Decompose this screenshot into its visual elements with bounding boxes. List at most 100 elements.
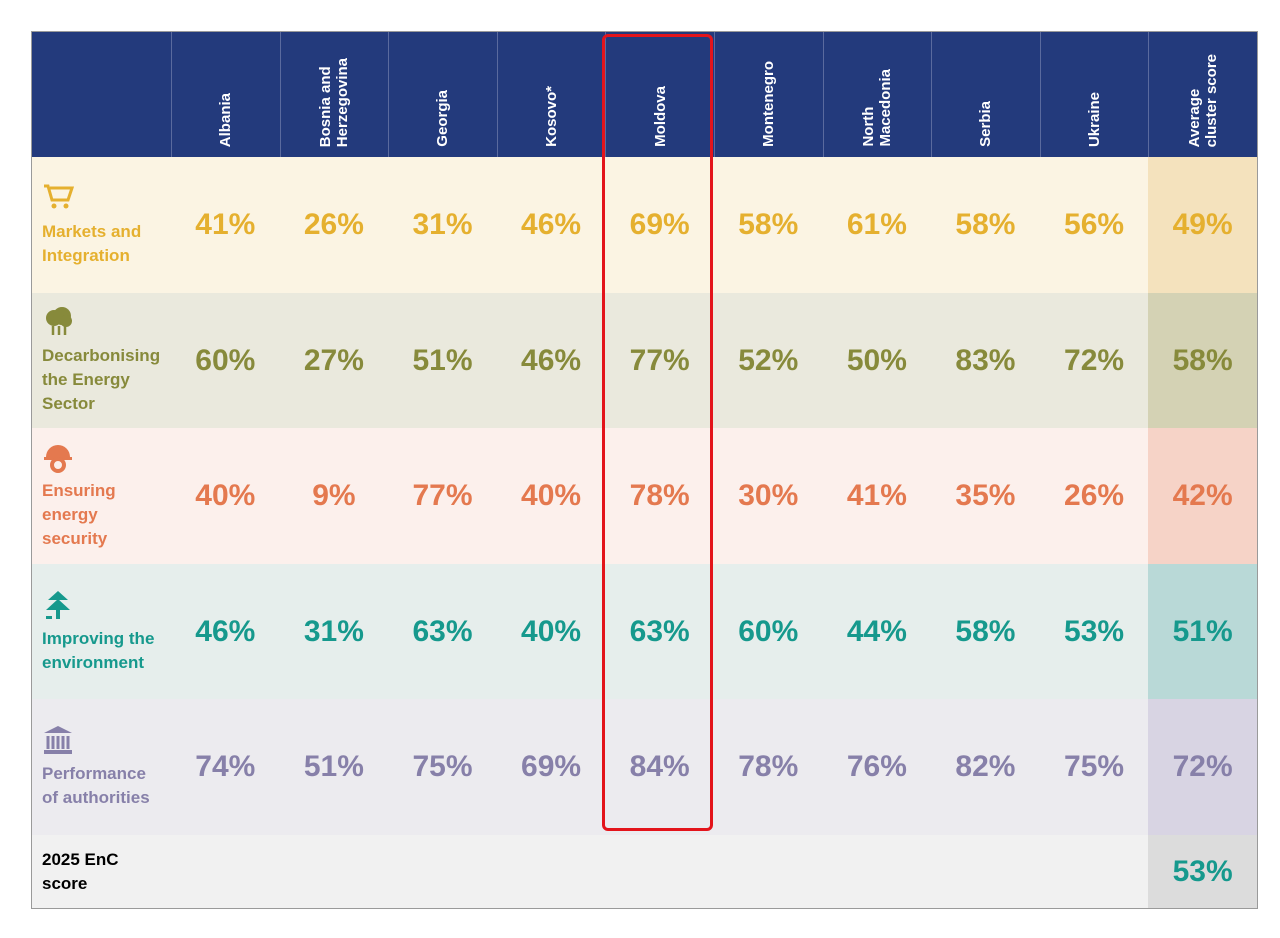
- score-table: Albania Bosnia and Herzegovina Georgia Kosov…: [31, 31, 1258, 909]
- score-cell: 44%: [822, 564, 932, 699]
- score-cell: 58%: [713, 157, 823, 293]
- label-text: 2025 EnC score: [42, 848, 171, 896]
- row-icon: [44, 184, 74, 209]
- score-cell: 50%: [822, 293, 932, 428]
- empty-cell: [713, 835, 823, 908]
- score-cell: 40%: [496, 564, 606, 699]
- label-text: Decarbonising the Energy Sector: [42, 344, 171, 416]
- score-cell: 58%: [1148, 293, 1257, 428]
- total-label: 2025 EnC score: [32, 835, 171, 908]
- empty-cell: [171, 835, 280, 908]
- header-line: Average: [1186, 88, 1204, 147]
- label-line: score: [42, 873, 88, 893]
- column-header: Ukraine: [1039, 32, 1149, 157]
- score-cell: 46%: [496, 157, 606, 293]
- score-cell: 27%: [279, 293, 389, 428]
- header-line: Georgia: [434, 90, 452, 147]
- score-cell: 35%: [931, 428, 1040, 564]
- score-cell: 60%: [713, 564, 823, 699]
- column-header: Albania: [171, 32, 280, 157]
- label-line: Markets and: [42, 222, 142, 241]
- score-cell: 51%: [1148, 564, 1257, 699]
- score-cell: 40%: [171, 428, 280, 564]
- score-cell: 63%: [605, 564, 714, 699]
- row-label: Ensuring energy security: [32, 428, 171, 564]
- score-cell: 78%: [605, 428, 714, 564]
- row-label: Decarbonising the Energy Sector: [32, 293, 171, 428]
- label-line: the Energy: [42, 369, 130, 389]
- score-cell: 60%: [171, 293, 280, 428]
- score-cell: 58%: [931, 564, 1040, 699]
- label-text: Ensuring energy security: [42, 479, 171, 551]
- header-text: Serbia: [977, 101, 994, 147]
- highlight-box: [602, 34, 713, 831]
- column-header: North Macedonia: [822, 32, 932, 157]
- score-cell: 78%: [713, 699, 823, 835]
- header-text: Georgia: [434, 90, 451, 147]
- column-header: Bosnia and Herzegovina: [279, 32, 389, 157]
- row-label: Performance of authorities: [32, 699, 171, 835]
- score-cell: 26%: [279, 157, 389, 293]
- column-header: Moldova: [605, 32, 714, 157]
- score-cell: 40%: [496, 428, 606, 564]
- score-cell: 41%: [822, 428, 932, 564]
- label-text: Improving the environment: [42, 627, 171, 675]
- empty-cell: [388, 835, 497, 908]
- header-line: Bosnia and: [317, 66, 335, 147]
- row-icon: [44, 726, 72, 754]
- header-text: Albania: [217, 93, 234, 147]
- empty-cell: [931, 835, 1040, 908]
- header-line: Herzegovina: [334, 57, 352, 147]
- score-cell: 52%: [713, 293, 823, 428]
- row-label: Improving the environment: [32, 564, 171, 699]
- header-line: Montenegro: [760, 61, 778, 147]
- score-cell: 82%: [931, 699, 1040, 835]
- header-line: cluster score: [1203, 53, 1221, 147]
- label-line: Performance: [42, 764, 146, 783]
- score-cell: 74%: [171, 699, 280, 835]
- column-header: Montenegro: [713, 32, 823, 157]
- label-text: Performance of authorities: [42, 762, 171, 810]
- empty-cell: [279, 835, 389, 908]
- score-cell: 58%: [931, 157, 1040, 293]
- header-line: Macedonia: [877, 69, 895, 147]
- label-line: of authorities: [42, 788, 150, 807]
- score-cell: 84%: [605, 699, 714, 835]
- score-cell: 77%: [605, 293, 714, 428]
- score-cell: 83%: [931, 293, 1040, 428]
- empty-cell: [822, 835, 932, 908]
- row-icon: [46, 590, 70, 619]
- header-line: North: [860, 107, 878, 147]
- score-cell: 49%: [1148, 157, 1257, 293]
- header-text: Ukraine: [1086, 92, 1103, 147]
- row-icon: [44, 445, 72, 473]
- label-line: Decarbonising: [42, 345, 161, 365]
- score-cell: 69%: [605, 157, 714, 293]
- label-line: 2025 EnC: [42, 849, 119, 869]
- score-cell: 9%: [279, 428, 389, 564]
- score-cell: 56%: [1039, 157, 1149, 293]
- header-line: Ukraine: [1086, 91, 1104, 147]
- score-cell: 46%: [496, 293, 606, 428]
- score-cell: 51%: [279, 699, 389, 835]
- score-cell: 42%: [1148, 428, 1257, 564]
- score-cell: 41%: [171, 157, 280, 293]
- corner-cell: [32, 32, 171, 157]
- score-cell: 31%: [279, 564, 389, 699]
- label-line: Ensuring: [42, 481, 116, 500]
- header-line: Serbia: [977, 101, 995, 147]
- column-header: Average cluster score: [1148, 32, 1257, 157]
- label-line: Improving the: [42, 628, 155, 648]
- score-cell: 51%: [388, 293, 497, 428]
- score-cell: 72%: [1039, 293, 1149, 428]
- header-line: Albania: [217, 92, 235, 147]
- empty-cell: [605, 835, 714, 908]
- header-line: Kosovo*: [543, 86, 561, 147]
- score-cell: 63%: [388, 564, 497, 699]
- score-cell: 75%: [388, 699, 497, 835]
- label-line: Sector: [42, 393, 95, 413]
- row-label: Markets and Integration: [32, 157, 171, 293]
- score-cell: 75%: [1039, 699, 1149, 835]
- score-cell: 53%: [1039, 564, 1149, 699]
